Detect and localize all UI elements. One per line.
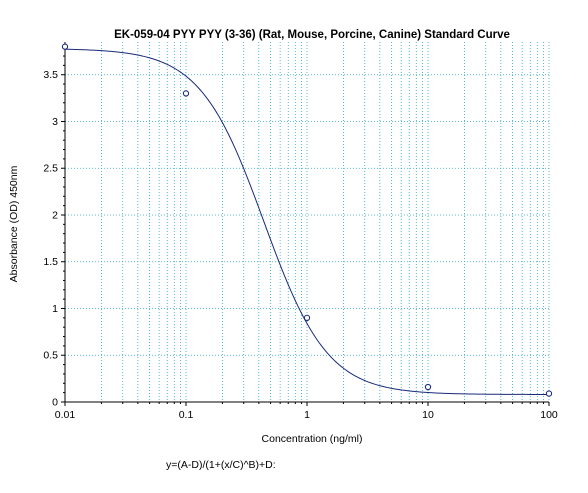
data-point [303, 314, 311, 321]
x-axis-label: Concentration (ng/ml) [262, 433, 363, 445]
data-point [61, 43, 69, 50]
y-tick-label: 0.5 [43, 350, 58, 362]
y-tick-label: 2.5 [43, 163, 58, 175]
data-point [424, 383, 432, 391]
y-axis-label: Absorbance (OD) 450nm [8, 165, 20, 282]
x-tick-label: 0.1 [179, 409, 194, 421]
x-tick-label: 1 [304, 409, 310, 421]
x-axis-ticks: 0.01 0.1 1 10 100 [55, 402, 558, 421]
y-tick-label: 2 [52, 209, 58, 221]
grid [64, 42, 550, 402]
data-point [182, 90, 190, 97]
y-tick-label: 0 [52, 397, 58, 409]
y-tick-label: 1 [52, 303, 58, 315]
chart-title: EK-059-04 PYY PYY (3-36) (Rat, Mouse, Po… [114, 29, 510, 41]
data-points [61, 43, 553, 397]
y-tick-label: 3 [52, 116, 58, 128]
x-tick-label: 10 [422, 409, 434, 421]
y-tick-label: 3.5 [43, 69, 58, 81]
x-tick-label: 0.01 [55, 409, 76, 421]
curve-equation: y=(A-D)/(1+(x/C)^B)+D: [166, 459, 276, 471]
fit-curve [64, 48, 549, 395]
y-tick-label: 1.5 [43, 256, 58, 268]
data-point [545, 390, 553, 397]
y-axis-ticks: 0 0.5 1 1.5 2 2.5 3 3.5 [43, 46, 65, 409]
x-tick-label: 100 [540, 409, 558, 421]
